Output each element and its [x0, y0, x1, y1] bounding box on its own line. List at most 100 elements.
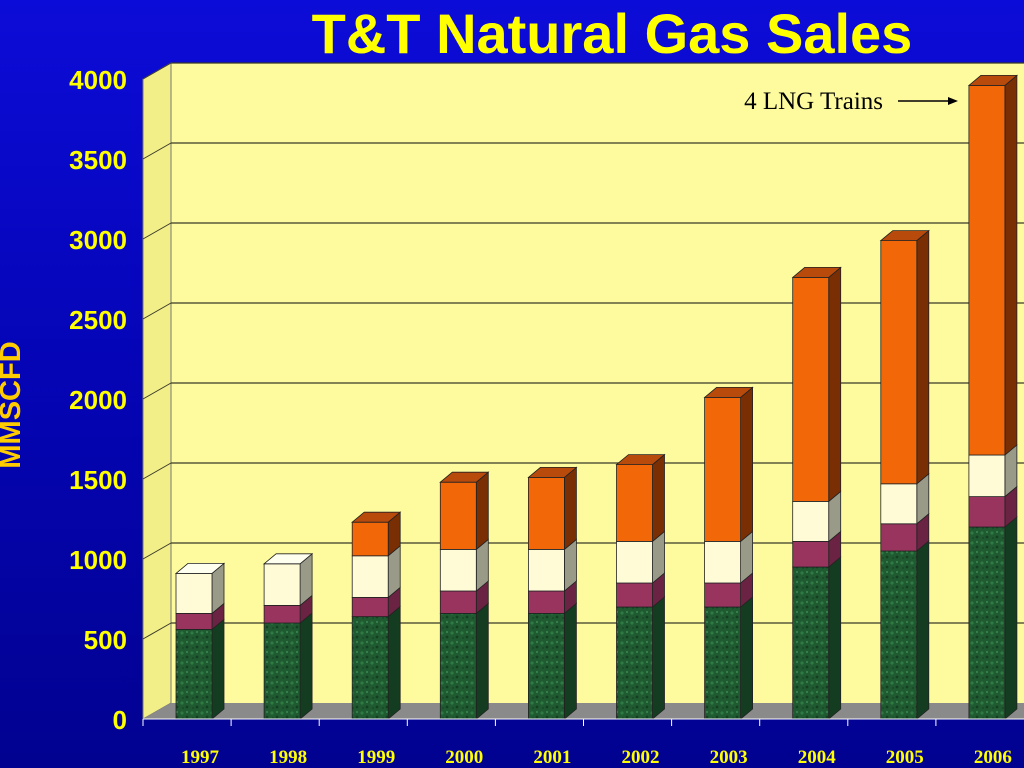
x-tick-label: 1997: [181, 747, 220, 768]
bar-segment: [616, 464, 653, 542]
x-tick-label: 2003: [710, 747, 748, 768]
bar-segment: [175, 573, 213, 614]
bar-segment-side: [475, 471, 489, 551]
annotation-text: 4 LNG Trains: [744, 88, 883, 115]
y-axis-ticks: 0 500 1000 1500 2000 2500 3000 3500 4000: [69, 65, 127, 735]
bar-segment: [263, 563, 301, 606]
bar-segment: [351, 555, 389, 598]
bar-stack-2006: [967, 74, 1019, 720]
bar-segment: [616, 582, 653, 608]
bar-segment: [704, 541, 741, 584]
gridline-diagonal: [142, 542, 172, 560]
bar-segment-side: [828, 266, 842, 503]
annotation-arrow-head: [948, 97, 958, 105]
bar-segment-top: [351, 511, 402, 523]
bar-segment: [792, 276, 830, 502]
bar-segment: [880, 550, 918, 720]
x-tick-label: 2005: [886, 747, 924, 768]
annotation: 4 LNG Trains: [744, 88, 958, 115]
y-tick-label: 2000: [69, 385, 127, 415]
bar-segment: [968, 85, 1006, 456]
x-tick-label: 2000: [445, 747, 483, 768]
bar-segment-top: [439, 471, 490, 483]
bar-segment: [351, 616, 389, 720]
x-tick-label: 2004: [798, 747, 837, 768]
chart-title: T&T Natural Gas Sales: [312, 2, 913, 65]
bar-stack-2001: [527, 466, 578, 720]
bar-stack-2005: [879, 229, 930, 720]
gridline-diagonal: [142, 622, 172, 640]
bar-segment-top: [174, 563, 226, 574]
x-tick-label: 2002: [622, 747, 660, 768]
y-tick-label: 4000: [69, 65, 127, 95]
bar-segment-side: [475, 602, 489, 720]
gridline-diagonal: [142, 62, 172, 80]
x-tick-label: 1999: [357, 747, 395, 768]
bar-stack-2004: [791, 266, 842, 720]
bar-segment-side: [1004, 74, 1018, 456]
bar-segment: [528, 476, 565, 550]
bar-segment-side: [652, 453, 665, 543]
bar-segment-side: [740, 596, 753, 720]
bar-segment: [175, 613, 213, 630]
bar-segment-side: [211, 618, 225, 720]
y-tick-label: 3000: [69, 225, 127, 255]
bar-segment-top: [703, 386, 754, 398]
gridline-diagonal: [142, 222, 172, 240]
bar-segment: [439, 481, 477, 550]
bar-segment-top: [791, 266, 842, 278]
bar-segment: [792, 500, 830, 542]
bar-segment-side: [564, 602, 577, 720]
y-tick-label: 0: [113, 705, 127, 735]
bar-segment: [439, 613, 477, 720]
bar-segment-side: [740, 386, 753, 543]
bar-stack-1997: [174, 562, 226, 720]
y-tick-label: 1500: [69, 465, 127, 495]
bar-segment: [263, 622, 301, 720]
y-tick-label: 2500: [69, 305, 127, 335]
x-tick-label: 1998: [269, 747, 307, 768]
bar-segment: [616, 606, 653, 720]
bar-stack-1999: [351, 511, 402, 720]
bar-segment-top: [967, 75, 1019, 86]
bar-segment-top: [262, 553, 314, 565]
bar-segment: [351, 597, 389, 618]
bar-segment: [968, 496, 1006, 528]
bar-segment: [704, 582, 741, 608]
bar-segment-side: [1004, 516, 1018, 720]
bar-segment: [351, 521, 389, 557]
bar-segment-top: [879, 230, 930, 242]
bar-segment-top: [527, 466, 578, 478]
bar-segment: [528, 549, 565, 592]
bar-segment: [704, 606, 741, 720]
x-tick-label: 2001: [533, 747, 571, 768]
gridline-diagonal: [142, 382, 172, 400]
bar-segment-side: [652, 596, 665, 720]
bar-segment: [263, 605, 301, 624]
x-tick-label: 2006: [974, 747, 1012, 768]
bar-segment: [704, 396, 741, 542]
bar-segment: [880, 483, 918, 525]
bar-segment-side: [916, 229, 930, 485]
x-axis-ticks: 1997 1998 1999 2000 2001 2002 2003 2004 2005 2006: [142, 718, 1024, 768]
bar-segment: [528, 590, 565, 614]
gridline-diagonal: [142, 462, 172, 480]
bar-segment: [792, 541, 830, 568]
gridline-diagonal: [142, 142, 172, 160]
bar-segment: [528, 613, 565, 720]
bar-segment-side: [299, 612, 313, 720]
bar-segment: [792, 566, 830, 720]
bar-segment-side: [916, 540, 930, 720]
bar-segment: [439, 549, 477, 592]
bar-segment: [175, 629, 213, 720]
bar-segment-side: [387, 605, 401, 720]
y-tick-label: 1000: [69, 545, 127, 575]
bar-segment: [880, 240, 918, 485]
bar-segment: [439, 590, 477, 614]
y-tick-label: 3500: [69, 145, 127, 175]
bar-stack-2000: [439, 471, 490, 720]
bar-segment-side: [828, 556, 842, 720]
y-axis-label: MMSCFD: [0, 341, 27, 468]
bar-segment: [880, 523, 918, 552]
